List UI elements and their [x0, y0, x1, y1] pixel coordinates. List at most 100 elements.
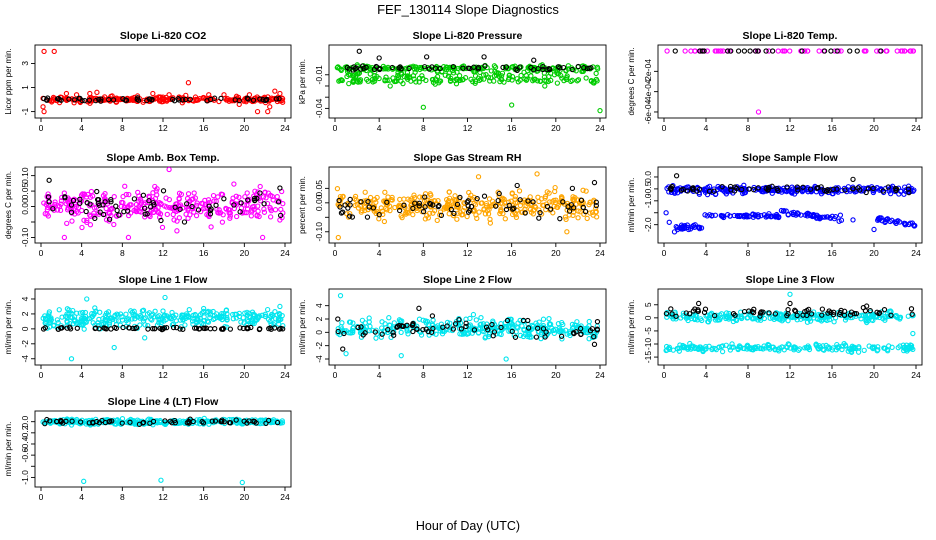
data-point	[77, 196, 83, 202]
data-point	[396, 322, 402, 329]
data-point	[50, 206, 56, 212]
data-point	[387, 207, 393, 214]
data-point	[48, 317, 54, 323]
data-point	[95, 320, 101, 326]
data-point	[343, 351, 349, 357]
data-point	[264, 96, 270, 102]
data-point	[90, 420, 96, 426]
data-point	[397, 196, 403, 203]
panel-line3: Slope Line 3 Flow ml/min per min. 0 4 8 12 16 2…	[627, 274, 923, 380]
data-point	[103, 205, 109, 212]
data-point	[206, 92, 212, 98]
data-point	[868, 317, 875, 323]
x-tick-label-line3: 0	[662, 370, 667, 380]
data-point	[680, 342, 686, 349]
data-point	[559, 319, 565, 326]
data-point	[144, 211, 150, 217]
data-point	[232, 97, 238, 103]
y-label-ambtemp: degrees C per min.	[4, 171, 13, 239]
data-point	[109, 418, 115, 424]
data-point	[238, 319, 244, 325]
data-point	[702, 306, 709, 312]
data-point	[461, 200, 467, 206]
data-point	[503, 356, 509, 362]
x-tick-label-pressure: 8	[421, 123, 426, 133]
data-point	[92, 305, 98, 311]
data-point	[811, 212, 817, 219]
data-point	[908, 48, 914, 54]
data-point	[71, 100, 77, 106]
data-point	[45, 191, 51, 197]
data-point	[48, 98, 55, 104]
y-tick-label-line3: -15	[643, 351, 653, 364]
data-point	[530, 211, 536, 217]
data-point	[396, 207, 403, 214]
data-point	[366, 204, 372, 210]
x-tick-label-line3: 24	[911, 370, 921, 380]
data-point	[670, 347, 676, 353]
y-tick-label-line1: 4	[20, 296, 30, 301]
data-point	[153, 419, 160, 425]
data-point	[778, 207, 785, 214]
data-point	[877, 187, 883, 193]
data-point	[553, 197, 559, 203]
data-point	[821, 48, 828, 54]
data-point	[858, 316, 864, 322]
data-point	[65, 195, 71, 201]
data-point	[231, 202, 237, 208]
panel-line1: Slope Line 1 Flow ml/min per min. 0 4 8 12 16 2…	[4, 274, 292, 380]
data-point	[417, 66, 423, 73]
data-point	[227, 326, 234, 332]
data-point	[94, 89, 100, 95]
data-point	[354, 78, 360, 84]
data-point	[399, 318, 405, 324]
data-point	[139, 308, 146, 314]
data-point	[682, 48, 688, 54]
data-point	[349, 214, 356, 220]
data-point	[741, 48, 748, 54]
data-point	[109, 205, 115, 211]
data-point	[738, 314, 745, 320]
data-point	[266, 417, 272, 424]
data-point	[673, 173, 680, 179]
data-point	[697, 48, 703, 54]
data-point	[265, 108, 271, 115]
data-point	[158, 477, 164, 483]
data-point	[223, 206, 229, 212]
data-point	[510, 63, 516, 70]
data-point	[901, 347, 907, 354]
data-point	[261, 201, 267, 207]
data-point	[591, 334, 597, 340]
y-tick-label-temp: -2e-04	[643, 59, 653, 84]
data-point	[206, 203, 212, 209]
x-tick-label-line3: 16	[827, 370, 837, 380]
data-point	[80, 309, 86, 316]
data-point	[204, 98, 210, 104]
data-point	[497, 331, 503, 337]
data-point	[164, 97, 171, 103]
data-point	[338, 67, 344, 74]
data-point	[274, 194, 280, 200]
data-point	[757, 313, 763, 319]
data-point	[828, 48, 834, 54]
data-point	[888, 309, 894, 315]
data-point	[690, 308, 697, 314]
data-point	[340, 346, 346, 352]
data-point	[805, 210, 811, 216]
data-point	[688, 315, 695, 322]
data-point	[493, 202, 500, 208]
data-point	[244, 210, 250, 216]
data-point	[170, 324, 177, 331]
data-point	[205, 319, 212, 325]
data-point	[542, 334, 548, 340]
data-point	[559, 75, 565, 81]
data-point	[847, 312, 854, 318]
data-point	[573, 201, 579, 207]
data-point	[878, 48, 884, 54]
data-point	[503, 206, 510, 213]
data-point	[787, 291, 793, 297]
data-point	[483, 200, 490, 207]
data-point	[805, 343, 811, 349]
data-point	[566, 208, 573, 214]
data-point	[699, 48, 706, 54]
